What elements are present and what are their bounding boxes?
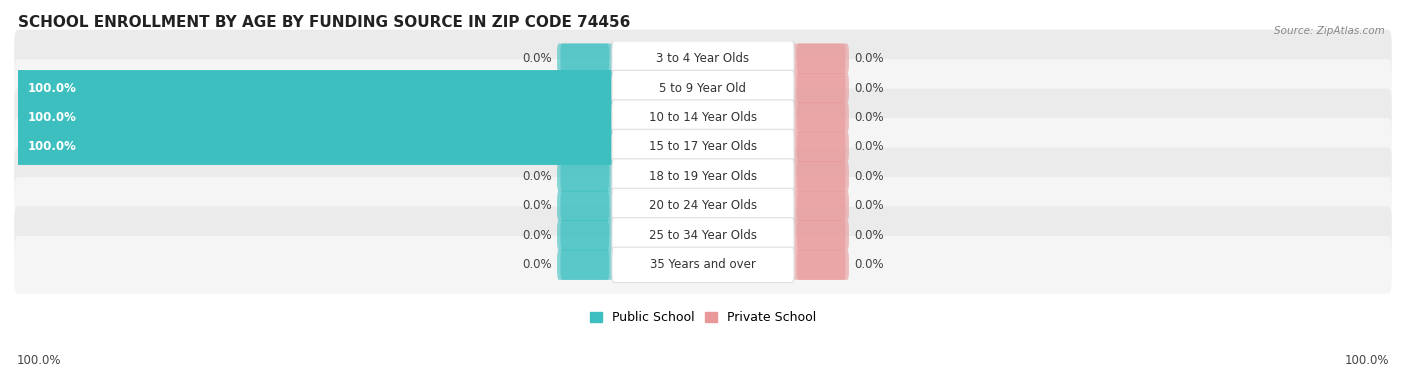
Text: 3 to 4 Year Olds: 3 to 4 Year Olds bbox=[657, 52, 749, 65]
FancyBboxPatch shape bbox=[797, 102, 849, 133]
FancyBboxPatch shape bbox=[612, 247, 794, 282]
Text: 0.0%: 0.0% bbox=[523, 200, 553, 212]
Text: 100.0%: 100.0% bbox=[28, 82, 77, 94]
FancyBboxPatch shape bbox=[793, 102, 845, 133]
Text: 0.0%: 0.0% bbox=[853, 200, 883, 212]
FancyBboxPatch shape bbox=[612, 159, 794, 194]
Text: SCHOOL ENROLLMENT BY AGE BY FUNDING SOURCE IN ZIP CODE 74456: SCHOOL ENROLLMENT BY AGE BY FUNDING SOUR… bbox=[18, 15, 630, 30]
Legend: Public School, Private School: Public School, Private School bbox=[585, 307, 821, 330]
FancyBboxPatch shape bbox=[557, 191, 609, 221]
Text: 0.0%: 0.0% bbox=[853, 141, 883, 153]
FancyBboxPatch shape bbox=[14, 118, 1392, 176]
FancyBboxPatch shape bbox=[14, 88, 1392, 146]
FancyBboxPatch shape bbox=[561, 161, 613, 192]
FancyBboxPatch shape bbox=[561, 132, 613, 162]
FancyBboxPatch shape bbox=[14, 30, 1392, 87]
FancyBboxPatch shape bbox=[561, 43, 613, 74]
FancyBboxPatch shape bbox=[561, 220, 613, 250]
FancyBboxPatch shape bbox=[15, 129, 704, 165]
FancyBboxPatch shape bbox=[797, 43, 849, 74]
FancyBboxPatch shape bbox=[793, 220, 845, 250]
Text: 5 to 9 Year Old: 5 to 9 Year Old bbox=[659, 82, 747, 94]
FancyBboxPatch shape bbox=[612, 188, 794, 224]
FancyBboxPatch shape bbox=[14, 177, 1392, 235]
FancyBboxPatch shape bbox=[557, 220, 609, 250]
FancyBboxPatch shape bbox=[793, 161, 845, 192]
FancyBboxPatch shape bbox=[557, 43, 609, 74]
FancyBboxPatch shape bbox=[797, 220, 849, 250]
FancyBboxPatch shape bbox=[15, 70, 704, 106]
Text: 25 to 34 Year Olds: 25 to 34 Year Olds bbox=[650, 229, 756, 242]
Text: 10 to 14 Year Olds: 10 to 14 Year Olds bbox=[650, 111, 756, 124]
FancyBboxPatch shape bbox=[612, 70, 794, 106]
Text: 0.0%: 0.0% bbox=[853, 111, 883, 124]
Text: 100.0%: 100.0% bbox=[28, 141, 77, 153]
FancyBboxPatch shape bbox=[793, 250, 845, 280]
Text: 0.0%: 0.0% bbox=[853, 82, 883, 94]
Text: 20 to 24 Year Olds: 20 to 24 Year Olds bbox=[650, 200, 756, 212]
FancyBboxPatch shape bbox=[612, 100, 794, 135]
FancyBboxPatch shape bbox=[612, 218, 794, 253]
FancyBboxPatch shape bbox=[557, 161, 609, 192]
FancyBboxPatch shape bbox=[612, 41, 794, 76]
FancyBboxPatch shape bbox=[793, 132, 845, 162]
FancyBboxPatch shape bbox=[797, 250, 849, 280]
Text: 0.0%: 0.0% bbox=[853, 229, 883, 242]
FancyBboxPatch shape bbox=[561, 191, 613, 221]
FancyBboxPatch shape bbox=[15, 99, 704, 135]
FancyBboxPatch shape bbox=[14, 59, 1392, 117]
Text: 0.0%: 0.0% bbox=[523, 52, 553, 65]
FancyBboxPatch shape bbox=[14, 206, 1392, 264]
FancyBboxPatch shape bbox=[557, 250, 609, 280]
Text: 100.0%: 100.0% bbox=[17, 354, 62, 367]
FancyBboxPatch shape bbox=[797, 191, 849, 221]
Text: 0.0%: 0.0% bbox=[853, 170, 883, 183]
Text: 0.0%: 0.0% bbox=[523, 170, 553, 183]
FancyBboxPatch shape bbox=[797, 132, 849, 162]
Text: Source: ZipAtlas.com: Source: ZipAtlas.com bbox=[1274, 26, 1385, 36]
Text: 15 to 17 Year Olds: 15 to 17 Year Olds bbox=[650, 141, 756, 153]
Text: 18 to 19 Year Olds: 18 to 19 Year Olds bbox=[650, 170, 756, 183]
Text: 100.0%: 100.0% bbox=[28, 111, 77, 124]
FancyBboxPatch shape bbox=[797, 161, 849, 192]
FancyBboxPatch shape bbox=[612, 129, 794, 165]
Text: 35 Years and over: 35 Years and over bbox=[650, 258, 756, 271]
Text: 0.0%: 0.0% bbox=[853, 258, 883, 271]
Text: 0.0%: 0.0% bbox=[853, 52, 883, 65]
Text: 0.0%: 0.0% bbox=[523, 258, 553, 271]
Text: 100.0%: 100.0% bbox=[1344, 354, 1389, 367]
FancyBboxPatch shape bbox=[793, 191, 845, 221]
FancyBboxPatch shape bbox=[797, 73, 849, 103]
FancyBboxPatch shape bbox=[14, 147, 1392, 205]
FancyBboxPatch shape bbox=[561, 250, 613, 280]
FancyBboxPatch shape bbox=[561, 73, 613, 103]
FancyBboxPatch shape bbox=[14, 236, 1392, 294]
Text: 0.0%: 0.0% bbox=[523, 229, 553, 242]
FancyBboxPatch shape bbox=[793, 43, 845, 74]
FancyBboxPatch shape bbox=[793, 73, 845, 103]
FancyBboxPatch shape bbox=[561, 102, 613, 133]
